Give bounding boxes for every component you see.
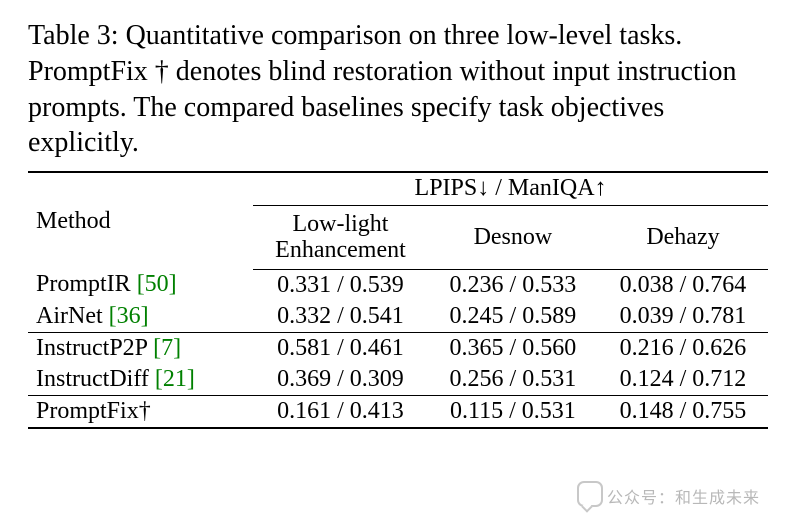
col-header-lowlight-l1: Low-light xyxy=(292,211,388,237)
col-header-desnow: Desnow xyxy=(428,206,598,269)
method-name: PromptFix† xyxy=(36,398,151,424)
method-name: InstructDiff xyxy=(36,366,149,392)
col-header-lowlight-l2: Enhancement xyxy=(275,237,406,263)
table-row: PromptFix† 0.161 / 0.413 0.115 / 0.531 0… xyxy=(28,395,768,428)
value-cell: 0.216 / 0.626 xyxy=(598,332,768,364)
citation: [50] xyxy=(137,271,177,297)
col-header-dehazy: Dehazy xyxy=(598,206,768,269)
value-cell: 0.039 / 0.781 xyxy=(598,301,768,333)
col-header-method: Method xyxy=(28,172,253,269)
method-cell: PromptIR [50] xyxy=(28,269,253,301)
citation: [36] xyxy=(109,303,149,329)
method-name: AirNet xyxy=(36,303,103,329)
value-cell: 0.256 / 0.531 xyxy=(428,364,598,396)
method-cell: InstructDiff [21] xyxy=(28,364,253,396)
value-cell: 0.581 / 0.461 xyxy=(253,332,428,364)
value-cell: 0.365 / 0.560 xyxy=(428,332,598,364)
table-row: PromptIR [50] 0.331 / 0.539 0.236 / 0.53… xyxy=(28,269,768,301)
value-cell: 0.331 / 0.539 xyxy=(253,269,428,301)
watermark: 公众号：和生成未来 xyxy=(577,481,760,508)
method-name: PromptIR xyxy=(36,271,131,297)
value-cell: 0.148 / 0.755 xyxy=(598,395,768,428)
results-table: Method LPIPS↓ / ManIQA↑ Low-light Enhanc… xyxy=(28,171,768,428)
table-row: InstructDiff [21] 0.369 / 0.309 0.256 / … xyxy=(28,364,768,396)
speech-bubble-icon xyxy=(577,481,603,507)
value-cell: 0.245 / 0.589 xyxy=(428,301,598,333)
value-cell: 0.115 / 0.531 xyxy=(428,395,598,428)
citation: [7] xyxy=(153,335,181,361)
method-cell: PromptFix† xyxy=(28,395,253,428)
value-cell: 0.124 / 0.712 xyxy=(598,364,768,396)
value-cell: 0.038 / 0.764 xyxy=(598,269,768,301)
metric-header: LPIPS↓ / ManIQA↑ xyxy=(253,172,768,206)
citation: [21] xyxy=(155,366,195,392)
col-header-lowlight: Low-light Enhancement xyxy=(253,206,428,269)
method-cell: InstructP2P [7] xyxy=(28,332,253,364)
value-cell: 0.236 / 0.533 xyxy=(428,269,598,301)
value-cell: 0.369 / 0.309 xyxy=(253,364,428,396)
watermark-text: 公众号：和生成未来 xyxy=(607,490,760,507)
table-row: InstructP2P [7] 0.581 / 0.461 0.365 / 0.… xyxy=(28,332,768,364)
value-cell: 0.161 / 0.413 xyxy=(253,395,428,428)
table-caption: Table 3: Quantitative comparison on thre… xyxy=(28,18,768,161)
method-name: InstructP2P xyxy=(36,335,147,361)
method-cell: AirNet [36] xyxy=(28,301,253,333)
table-row: AirNet [36] 0.332 / 0.541 0.245 / 0.589 … xyxy=(28,301,768,333)
value-cell: 0.332 / 0.541 xyxy=(253,301,428,333)
